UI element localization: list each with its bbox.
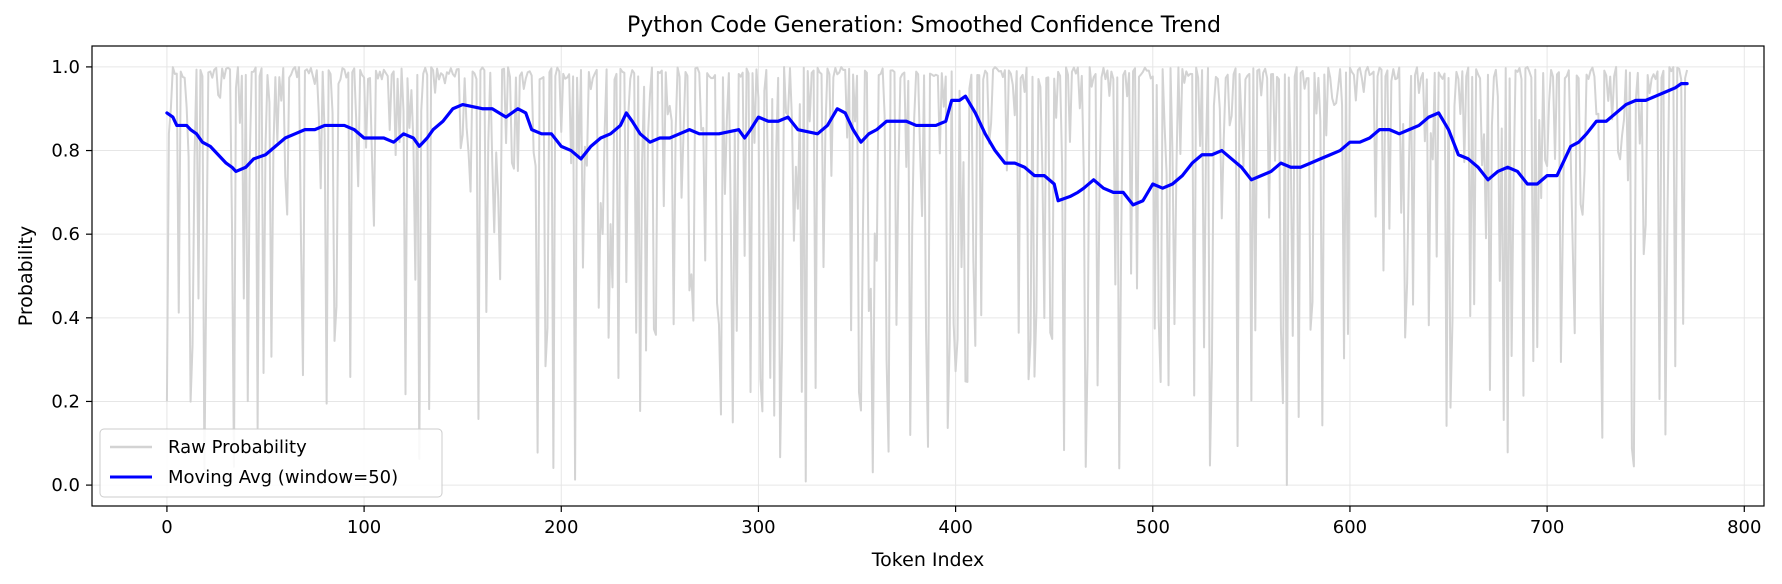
legend-label-raw: Raw Probability: [168, 437, 307, 458]
y-axis-ticks: 0.0 0.2 0.4 0.6 0.8 1.0: [51, 57, 92, 496]
y-tick-label: 1.0: [51, 57, 80, 78]
chart-title: Python Code Generation: Smoothed Confide…: [627, 13, 1221, 38]
x-axis-title: Token Index: [871, 549, 984, 571]
x-tick-label: 600: [1333, 517, 1367, 538]
y-tick-label: 0.0: [51, 475, 80, 496]
x-tick-label: 400: [938, 517, 972, 538]
legend-box: [99, 428, 443, 498]
x-tick-label: 0: [161, 517, 172, 538]
y-tick-label: 0.6: [51, 224, 80, 245]
plot-frame: [91, 45, 1765, 507]
y-tick-label: 0.2: [51, 391, 80, 412]
x-axis-ticks: 0 100 200 300 400 500 600 700 800: [161, 506, 1761, 538]
y-tick-label: 0.8: [51, 141, 80, 162]
x-tick-label: 700: [1530, 517, 1564, 538]
y-axis-title: Probability: [15, 226, 37, 326]
moving-average-line: [165, 82, 1689, 207]
moving-average-series: [165, 82, 1689, 207]
x-tick-label: 500: [1136, 517, 1170, 538]
x-tick-label: 200: [544, 517, 578, 538]
x-tick-label: 800: [1727, 517, 1761, 538]
legend: Raw Probability Moving Avg (window=50): [99, 428, 443, 498]
x-tick-label: 100: [347, 517, 381, 538]
x-tick-label: 300: [741, 517, 775, 538]
y-tick-label: 0.4: [51, 308, 80, 329]
legend-label-avg: Moving Avg (window=50): [168, 467, 398, 488]
